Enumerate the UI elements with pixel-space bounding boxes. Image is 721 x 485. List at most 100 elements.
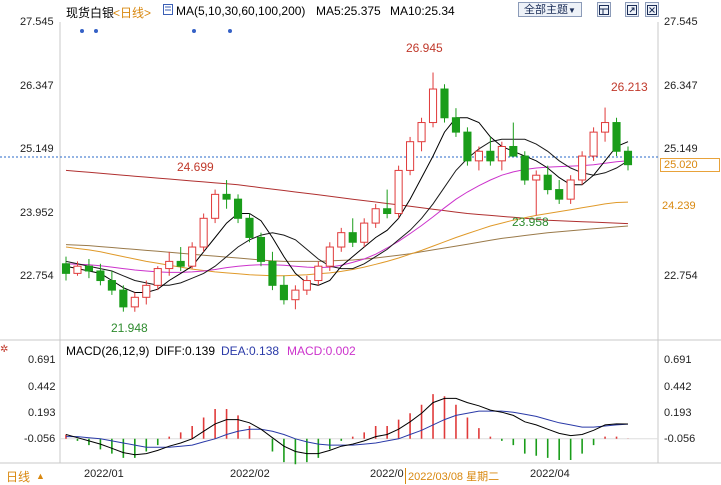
candle-body (107, 280, 116, 291)
candle-body (601, 122, 610, 133)
candle-body (176, 260, 185, 267)
candle-body (474, 150, 483, 162)
candle-body (199, 217, 208, 248)
macd-tick-right: 0.691 (664, 354, 692, 366)
candle-body (532, 174, 541, 181)
price-tick-left: 27.545 (20, 16, 54, 28)
candle (578, 151, 587, 185)
candle-body (256, 236, 266, 262)
candle-body (337, 232, 346, 248)
grid-icon[interactable] (597, 2, 611, 17)
period-selector[interactable]: <日线> (113, 6, 152, 20)
candle (222, 180, 231, 209)
candle-body (383, 208, 392, 215)
candle (199, 213, 208, 252)
candle-body (61, 263, 71, 274)
candle-body (314, 265, 323, 282)
candle-body (165, 260, 174, 270)
candle-body (520, 155, 529, 181)
event-marker-icon[interactable] (192, 29, 196, 33)
candle (383, 189, 392, 219)
candle (601, 107, 610, 142)
period-tab[interactable]: 日线 (6, 470, 31, 484)
candle (417, 117, 426, 152)
candle (555, 180, 564, 204)
close-icon[interactable] (645, 2, 659, 17)
candlestick-series (61, 72, 633, 312)
candle (497, 141, 506, 171)
date-tick: 2022/01 (84, 468, 124, 480)
candle-body (360, 222, 369, 243)
peak-annotation: 24.699 (177, 160, 214, 174)
expand-icon[interactable] (625, 2, 639, 17)
event-marker-icon[interactable] (80, 29, 84, 33)
price-tick-right: 22.754 (664, 270, 698, 282)
candle (348, 218, 357, 248)
candle (291, 285, 300, 310)
price-tick-left: 26.347 (20, 80, 54, 92)
price-panel-frame (0, 22, 721, 464)
candle (165, 251, 174, 276)
date-tick: 2022/0 (370, 468, 404, 480)
macd-tick-left: 0.442 (28, 381, 56, 393)
candle (119, 285, 128, 312)
candle (337, 227, 346, 252)
candle (153, 266, 162, 291)
chevron-down-icon: ▼ (568, 6, 576, 15)
candle-body (84, 265, 93, 272)
candle (394, 165, 403, 219)
recent-high-annotation: 26.213 (611, 80, 648, 94)
candle (543, 165, 552, 195)
candle-body (325, 246, 334, 267)
candle (130, 292, 139, 312)
macd-series (60, 394, 658, 465)
candle (474, 146, 483, 171)
candle (84, 259, 93, 279)
candle-body (130, 296, 139, 308)
macd-histogram-value: MACD:0.002 (287, 344, 356, 358)
instrument-name: 现货白银 (66, 6, 115, 20)
period-dropdown-icon[interactable]: ▲ (36, 471, 45, 481)
candle (371, 203, 380, 228)
candle-body (555, 189, 564, 200)
date-tick: 2022/04 (530, 468, 570, 480)
candle (451, 108, 461, 137)
macd-label: MACD(26,12,9) (66, 344, 150, 358)
ma200-line (65, 169, 629, 225)
candle (268, 251, 277, 291)
candle (188, 242, 197, 269)
theme-menu-button[interactable]: 全部主题▼ (518, 2, 582, 17)
price-tick-left: 22.754 (20, 270, 54, 282)
candle (406, 136, 415, 176)
price-tick-right: 25.149 (664, 143, 698, 155)
high-annotation: 26.945 (406, 41, 443, 55)
candle (96, 263, 105, 286)
event-marker-icon[interactable] (94, 29, 98, 33)
candle (509, 122, 518, 157)
candle (245, 213, 254, 243)
price-tick-left: 23.952 (20, 207, 54, 219)
candle-body (566, 179, 575, 200)
macd-tick-left: -0.056 (24, 433, 56, 445)
ma60-line (65, 201, 629, 277)
candle-body (142, 284, 151, 298)
candle (142, 280, 151, 305)
candle (589, 127, 598, 161)
macd-settings-icon[interactable]: ✲ (0, 344, 9, 355)
candle (256, 232, 266, 267)
candle-body (233, 198, 243, 219)
candle-body (497, 145, 506, 162)
candle-body (96, 270, 105, 282)
candle-body (509, 145, 518, 157)
candle-body (394, 169, 403, 215)
candle-body (279, 284, 288, 301)
candle-body (348, 232, 357, 243)
event-marker-icon[interactable] (228, 29, 232, 33)
dif-line (65, 397, 629, 456)
candle (325, 242, 334, 271)
candle-body (486, 150, 495, 162)
date-tick: 2022/02 (230, 468, 270, 480)
ma-settings-icon[interactable] (163, 4, 173, 18)
price-tick-right: 27.545 (664, 16, 698, 28)
